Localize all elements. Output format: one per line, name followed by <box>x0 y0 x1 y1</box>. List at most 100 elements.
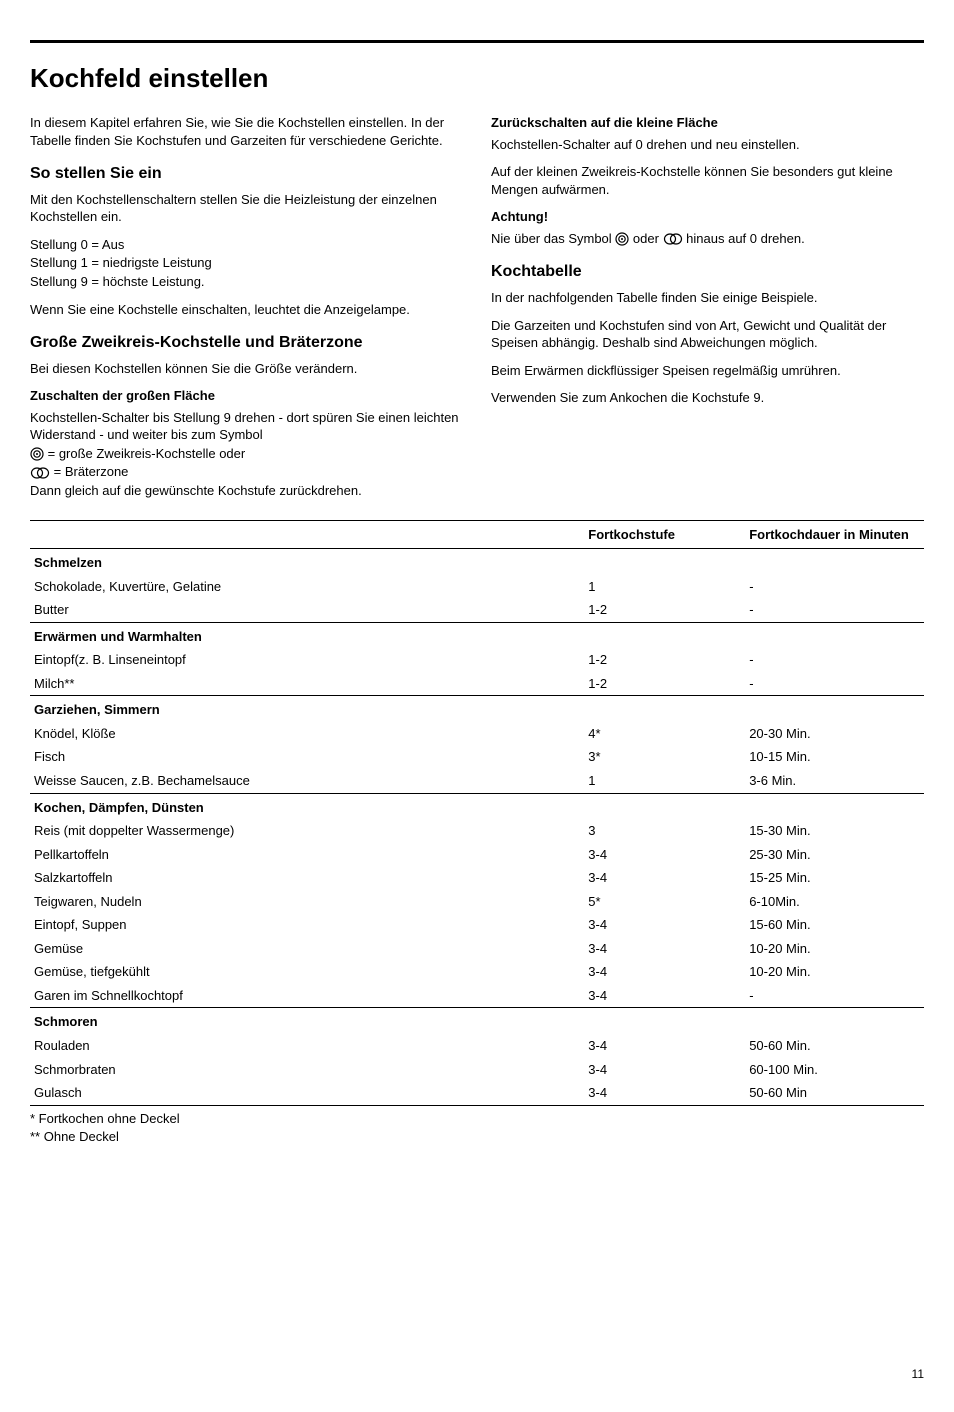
heading-einstellen: So stellen Sie ein <box>30 163 463 185</box>
kochtabelle-table: Fortkochstufe Fortkochdauer in Minuten S… <box>30 520 924 1105</box>
right-column: Zurückschalten auf die kleine Fläche Koc… <box>491 114 924 500</box>
kochtabelle-p3: Beim Erwärmen dickflüssiger Speisen rege… <box>491 362 924 380</box>
table-cell: 50-60 Min <box>745 1081 924 1105</box>
page-number: 11 <box>30 1366 924 1382</box>
table-cell: Gemüse <box>30 937 584 961</box>
table-cell: Gulasch <box>30 1081 584 1105</box>
achtung-pre: Nie über das Symbol <box>491 231 615 246</box>
table-row: Pellkartoffeln3-425-30 Min. <box>30 843 924 867</box>
table-row: Reis (mit doppelter Wassermenge)315-30 M… <box>30 819 924 843</box>
table-cell: 10-15 Min. <box>745 745 924 769</box>
table-row: Gulasch3-450-60 Min <box>30 1081 924 1105</box>
table-section-name: Kochen, Dämpfen, Dünsten <box>30 793 924 819</box>
table-header <box>30 521 584 549</box>
table-row: Eintopf, Suppen3-415-60 Min. <box>30 913 924 937</box>
table-cell: Salzkartoffeln <box>30 866 584 890</box>
table-cell: - <box>745 575 924 599</box>
zuschalten-block: Kochstellen-Schalter bis Stellung 9 dreh… <box>30 409 463 500</box>
braeter-icon-label: = Bräterzone <box>50 464 128 479</box>
table-section-name: Erwärmen und Warmhalten <box>30 622 924 648</box>
table-section-name: Schmelzen <box>30 549 924 575</box>
page-title: Kochfeld einstellen <box>30 61 924 96</box>
einstellen-p2: Wenn Sie eine Kochstelle einschalten, le… <box>30 301 463 319</box>
stellung-line: Stellung 9 = höchste Leistung. <box>30 273 463 291</box>
left-column: In diesem Kapitel erfahren Sie, wie Sie … <box>30 114 463 500</box>
table-cell: Weisse Saucen, z.B. Bechamelsauce <box>30 769 584 793</box>
table-row: Schmorbraten3-460-100 Min. <box>30 1058 924 1082</box>
table-cell: 1-2 <box>584 598 745 622</box>
table-row: Butter1-2- <box>30 598 924 622</box>
table-cell: 3 <box>584 819 745 843</box>
zuschalten-body-a: Kochstellen-Schalter bis Stellung 9 dreh… <box>30 409 463 444</box>
kochtabelle-table-wrap: Fortkochstufe Fortkochdauer in Minuten S… <box>30 520 924 1105</box>
intro-paragraph: In diesem Kapitel erfahren Sie, wie Sie … <box>30 114 463 149</box>
stellung-lines: Stellung 0 = Aus Stellung 1 = niedrigste… <box>30 236 463 291</box>
table-cell: 3-6 Min. <box>745 769 924 793</box>
table-header-row: Fortkochstufe Fortkochdauer in Minuten <box>30 521 924 549</box>
table-cell: Eintopf(z. B. Linseneintopf <box>30 648 584 672</box>
table-section-row: Erwärmen und Warmhalten <box>30 622 924 648</box>
table-cell: Schmorbraten <box>30 1058 584 1082</box>
zweikreis-icon <box>615 232 629 246</box>
zweikreis-icon-label: = große Zweikreis-Kochstelle oder <box>44 446 245 461</box>
table-cell: Eintopf, Suppen <box>30 913 584 937</box>
table-cell: 1-2 <box>584 648 745 672</box>
table-section-row: Schmoren <box>30 1008 924 1034</box>
heading-kochtabelle: Kochtabelle <box>491 261 924 283</box>
table-cell: 3-4 <box>584 1058 745 1082</box>
table-cell: - <box>745 984 924 1008</box>
table-section-name: Garziehen, Simmern <box>30 696 924 722</box>
two-column-layout: In diesem Kapitel erfahren Sie, wie Sie … <box>30 114 924 500</box>
table-row: Milch**1-2- <box>30 672 924 696</box>
table-row: Teigwaren, Nudeln5*6-10Min. <box>30 890 924 914</box>
table-row: Weisse Saucen, z.B. Bechamelsauce13-6 Mi… <box>30 769 924 793</box>
table-cell: 3-4 <box>584 984 745 1008</box>
table-cell: Rouladen <box>30 1034 584 1058</box>
table-row: Rouladen3-450-60 Min. <box>30 1034 924 1058</box>
sub-zurueck-head: Zurückschalten auf die kleine Fläche <box>491 114 924 132</box>
table-row: Fisch3*10-15 Min. <box>30 745 924 769</box>
table-cell: 4* <box>584 722 745 746</box>
zurueck-p2: Auf der kleinen Zweikreis-Kochstelle kön… <box>491 163 924 198</box>
stellung-line: Stellung 1 = niedrigste Leistung <box>30 254 463 272</box>
heading-zweikreis: Große Zweikreis-Kochstelle und Bräterzon… <box>30 332 463 354</box>
table-cell: 1 <box>584 575 745 599</box>
table-row: Salzkartoffeln3-415-25 Min. <box>30 866 924 890</box>
achtung-head: Achtung! <box>491 208 924 226</box>
einstellen-p1: Mit den Kochstellenschaltern stellen Sie… <box>30 191 463 226</box>
zweikreis-icon-line: = große Zweikreis-Kochstelle oder <box>30 445 463 463</box>
table-cell: 3-4 <box>584 937 745 961</box>
kochtabelle-p4: Verwenden Sie zum Ankochen die Kochstufe… <box>491 389 924 407</box>
kochtabelle-p2: Die Garzeiten und Kochstufen sind von Ar… <box>491 317 924 352</box>
table-cell: - <box>745 598 924 622</box>
table-cell: Pellkartoffeln <box>30 843 584 867</box>
achtung-mid: oder <box>633 231 663 246</box>
table-cell: 20-30 Min. <box>745 722 924 746</box>
table-section-row: Kochen, Dämpfen, Dünsten <box>30 793 924 819</box>
table-cell: Knödel, Klöße <box>30 722 584 746</box>
table-cell: Reis (mit doppelter Wassermenge) <box>30 819 584 843</box>
table-cell: 25-30 Min. <box>745 843 924 867</box>
table-row: Gemüse, tiefgekühlt3-410-20 Min. <box>30 960 924 984</box>
zweikreis-p1: Bei diesen Kochstellen können Sie die Gr… <box>30 360 463 378</box>
table-cell: - <box>745 672 924 696</box>
achtung-line: Nie über das Symbol oder hinaus auf 0 dr… <box>491 230 924 248</box>
table-row: Schokolade, Kuvertüre, Gelatine1- <box>30 575 924 599</box>
table-cell: 3-4 <box>584 866 745 890</box>
table-cell: 10-20 Min. <box>745 960 924 984</box>
table-header: Fortkochdauer in Minuten <box>745 521 924 549</box>
table-cell: 1 <box>584 769 745 793</box>
stellung-line: Stellung 0 = Aus <box>30 236 463 254</box>
table-cell: 50-60 Min. <box>745 1034 924 1058</box>
table-cell: 5* <box>584 890 745 914</box>
table-cell: - <box>745 648 924 672</box>
table-cell: 3-4 <box>584 1034 745 1058</box>
table-cell: 3-4 <box>584 913 745 937</box>
table-cell: Schokolade, Kuvertüre, Gelatine <box>30 575 584 599</box>
table-row: Knödel, Klöße4*20-30 Min. <box>30 722 924 746</box>
top-divider <box>30 40 924 43</box>
zuschalten-body-b: Dann gleich auf die gewünschte Kochstufe… <box>30 482 463 500</box>
table-row: Eintopf(z. B. Linseneintopf1-2- <box>30 648 924 672</box>
table-cell: 10-20 Min. <box>745 937 924 961</box>
table-header: Fortkochstufe <box>584 521 745 549</box>
